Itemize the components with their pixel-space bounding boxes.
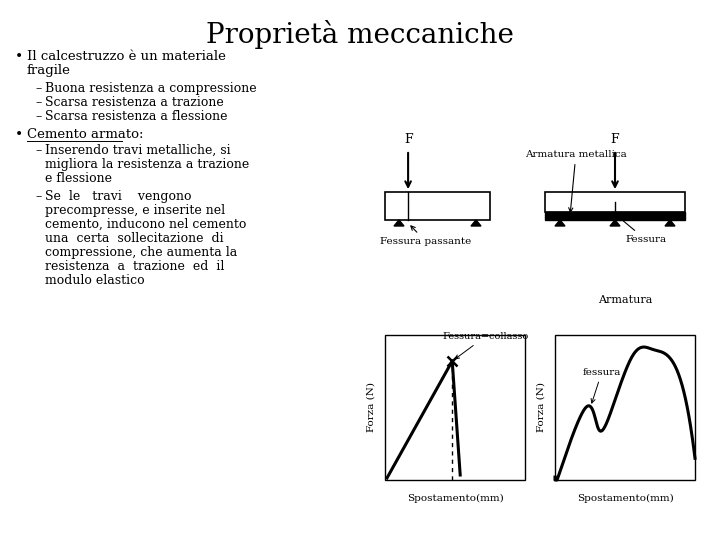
Text: precompresse, e inserite nel: precompresse, e inserite nel <box>45 204 225 217</box>
Text: una  certa  sollecitazione  di: una certa sollecitazione di <box>45 232 224 245</box>
Text: Forza (N): Forza (N) <box>366 382 376 433</box>
Text: Scarsa resistenza a trazione: Scarsa resistenza a trazione <box>45 96 224 109</box>
Text: compressione, che aumenta la: compressione, che aumenta la <box>45 246 238 259</box>
Text: modulo elastico: modulo elastico <box>45 274 145 287</box>
Text: Fessura: Fessura <box>618 217 666 244</box>
Text: Cemento armato:: Cemento armato: <box>27 128 143 141</box>
Polygon shape <box>471 220 481 226</box>
Bar <box>545 192 685 212</box>
Bar <box>385 192 490 220</box>
Text: •: • <box>15 128 23 142</box>
Text: Spostamento(mm): Spostamento(mm) <box>577 494 673 503</box>
Text: Fessura=collasso: Fessura=collasso <box>442 332 528 359</box>
Bar <box>555 335 695 480</box>
Text: –: – <box>35 96 41 109</box>
Text: F: F <box>611 133 619 146</box>
Text: resistenza  a  trazione  ed  il: resistenza a trazione ed il <box>45 260 225 273</box>
Text: Buona resistenza a compressione: Buona resistenza a compressione <box>45 82 256 95</box>
Text: –: – <box>35 190 41 203</box>
Text: cemento, inducono nel cemento: cemento, inducono nel cemento <box>45 218 246 231</box>
Text: e flessione: e flessione <box>45 172 112 185</box>
Bar <box>545 212 685 220</box>
Text: Spostamento(mm): Spostamento(mm) <box>407 494 503 503</box>
Text: Inserendo travi metalliche, si: Inserendo travi metalliche, si <box>45 144 230 157</box>
Text: Armatura metallica: Armatura metallica <box>525 150 626 212</box>
Polygon shape <box>394 220 404 226</box>
Text: Scarsa resistenza a flessione: Scarsa resistenza a flessione <box>45 110 228 123</box>
Polygon shape <box>555 220 565 226</box>
Text: –: – <box>35 144 41 157</box>
Text: fragile: fragile <box>27 64 71 77</box>
Text: •: • <box>15 50 23 64</box>
Bar <box>385 335 525 480</box>
Text: migliora la resistenza a trazione: migliora la resistenza a trazione <box>45 158 249 171</box>
Text: Il calcestruzzo è un materiale: Il calcestruzzo è un materiale <box>27 50 226 63</box>
Text: –: – <box>35 110 41 123</box>
Text: Forza (N): Forza (N) <box>536 382 546 433</box>
Text: Proprietà meccaniche: Proprietà meccaniche <box>206 20 514 49</box>
Text: fessura: fessura <box>582 368 621 403</box>
Polygon shape <box>610 220 620 226</box>
Text: –: – <box>35 82 41 95</box>
Text: F: F <box>404 133 413 146</box>
Text: Fessura passante: Fessura passante <box>380 226 472 246</box>
Text: Armatura: Armatura <box>598 295 652 305</box>
Text: Se  le   travi    vengono: Se le travi vengono <box>45 190 192 203</box>
Polygon shape <box>665 220 675 226</box>
